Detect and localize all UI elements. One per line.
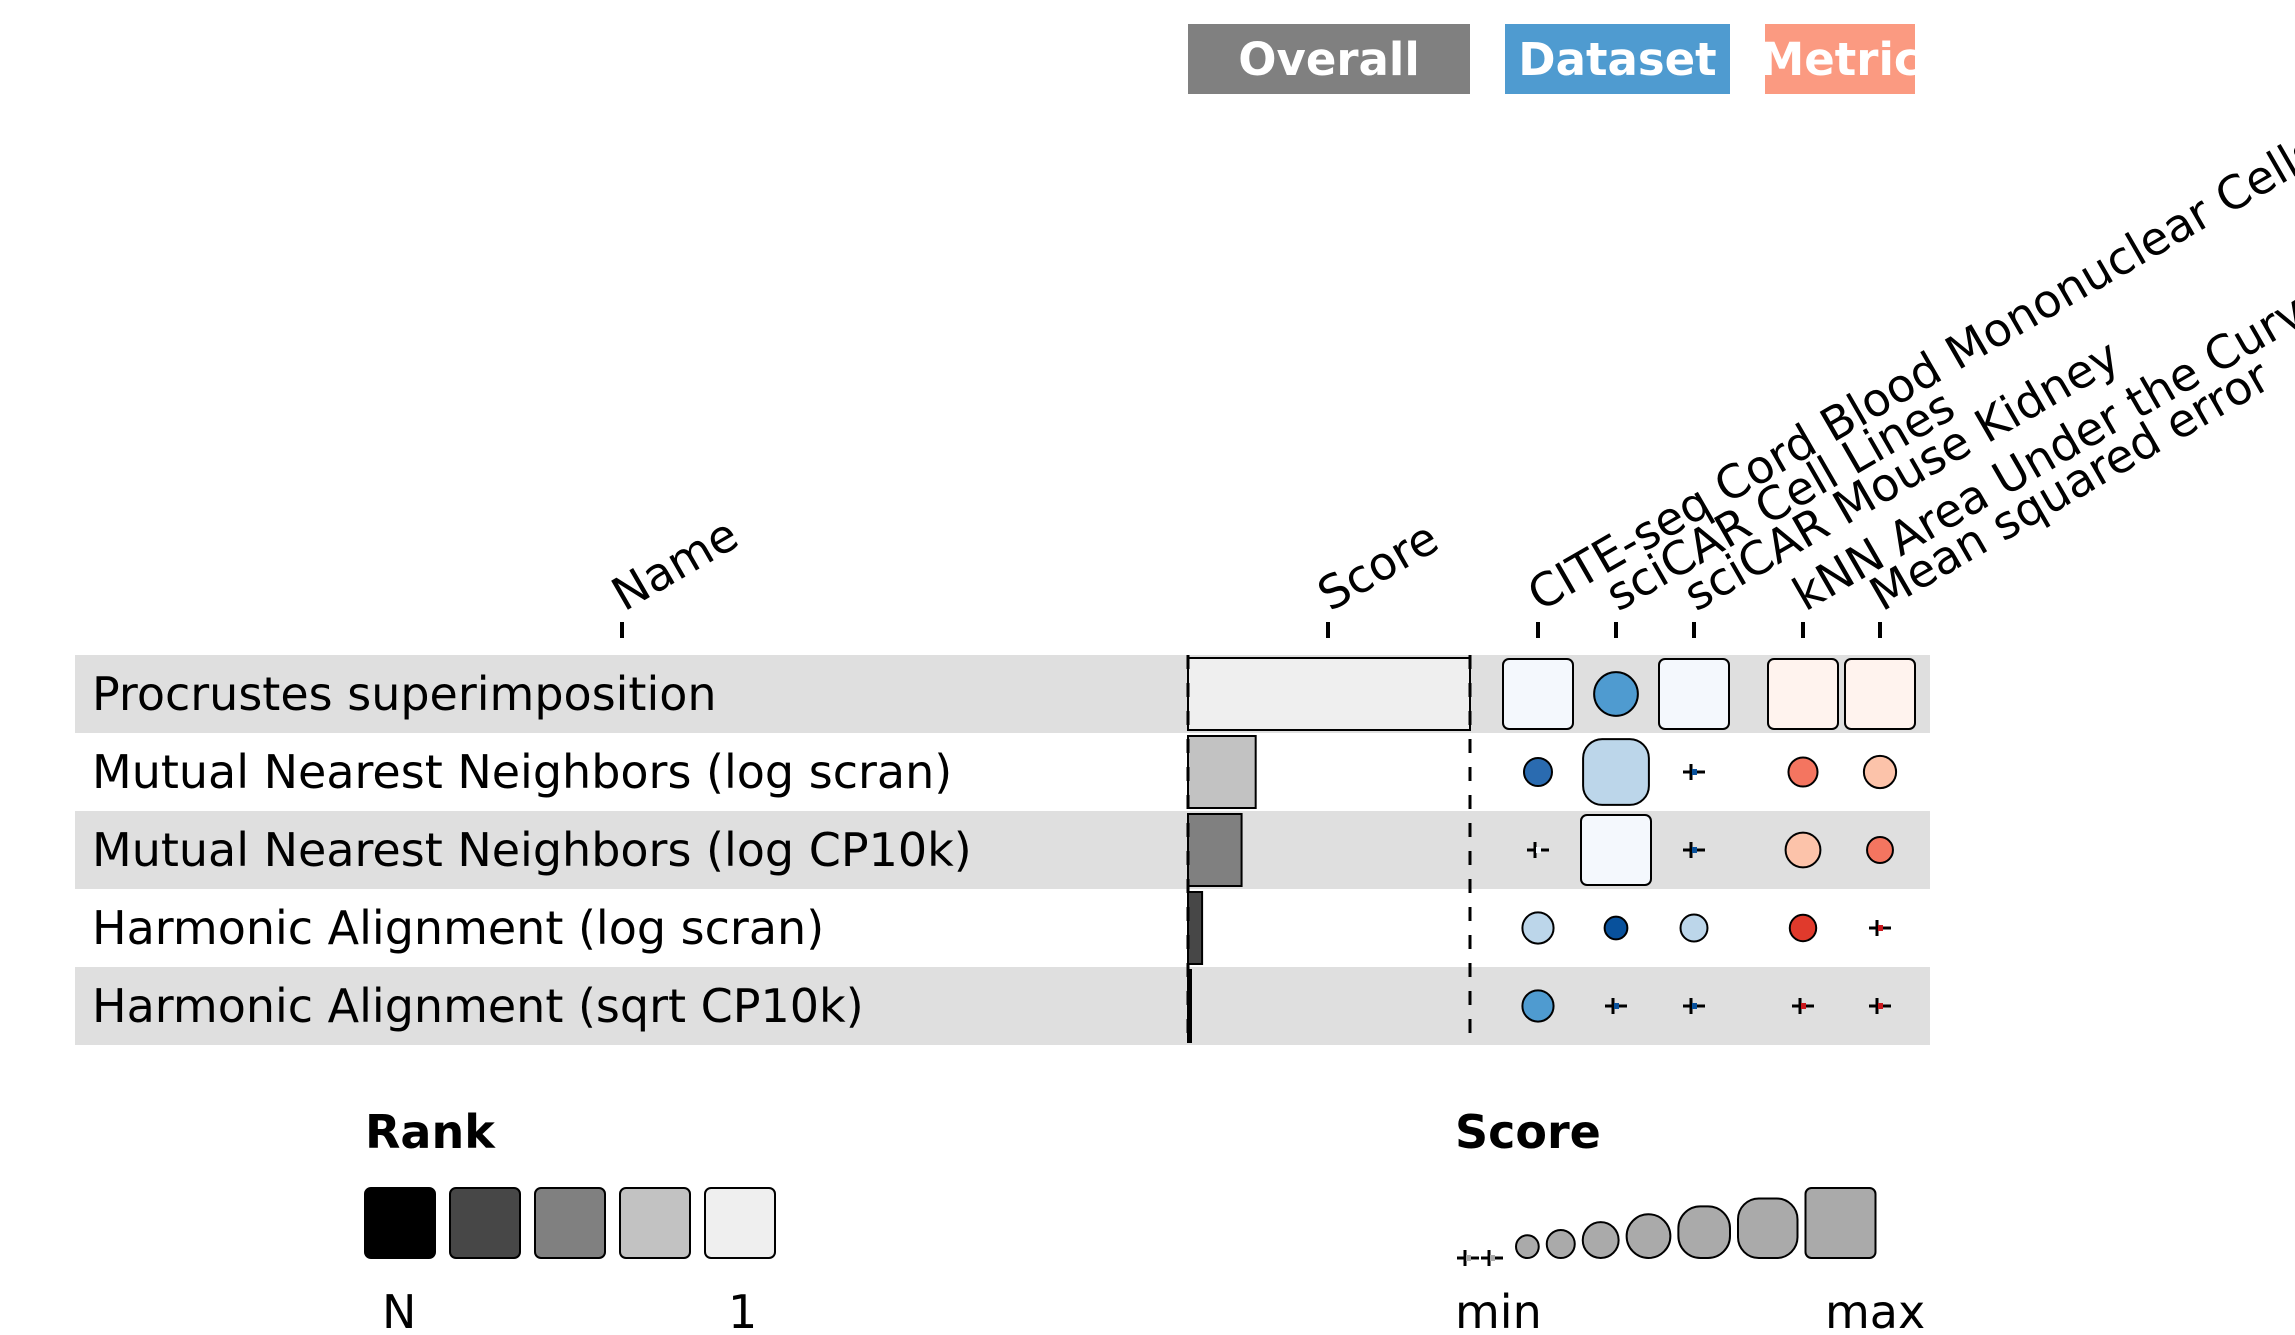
- rank-legend-swatch: [449, 1187, 521, 1259]
- score-bars: [1186, 655, 1472, 1045]
- rank-legend-swatch: [704, 1187, 776, 1259]
- cell-minimum-marker: [1792, 998, 1814, 1014]
- cell-shape: [1521, 911, 1555, 945]
- cell-minimum-marker: [1683, 998, 1705, 1014]
- column-header-score: Score: [1309, 510, 1448, 638]
- cell-shape: [1593, 671, 1639, 717]
- cell-shape: [1862, 754, 1898, 790]
- category-header-box: [1765, 24, 1915, 94]
- category-header-label: Metric: [1759, 33, 1920, 86]
- cell-shape: [1625, 1213, 1672, 1259]
- cell-minimum-marker: [1869, 998, 1891, 1014]
- cell-shape: [1679, 913, 1709, 943]
- row-label: Mutual Nearest Neighbors (log CP10k): [92, 823, 972, 877]
- cell-shape: [1582, 738, 1650, 806]
- cell-shape: [1788, 913, 1818, 943]
- cell-shape: [1784, 831, 1822, 869]
- row-labels: Procrustes superimposition Mutual Nearest…: [92, 667, 972, 1033]
- score-bar: [1187, 891, 1204, 965]
- rank-legend-swatch: [534, 1187, 606, 1259]
- cell-shape: [1580, 814, 1652, 886]
- category-header-overall: Overall: [1188, 24, 1470, 94]
- column-header-name: Name: [603, 507, 748, 638]
- cell-minimum-marker: [1527, 842, 1549, 858]
- score-legend-title: Score: [1455, 1105, 1601, 1159]
- row-label: Harmonic Alignment (sqrt CP10k): [92, 979, 864, 1033]
- cell-shape: [1767, 658, 1839, 730]
- cell-shape: [1515, 1234, 1540, 1259]
- category-header-dataset: Dataset: [1505, 24, 1730, 94]
- score-bar: [1187, 735, 1257, 809]
- metric-cells: [1502, 658, 1916, 1023]
- cell-minimum-marker: [1683, 764, 1705, 780]
- score-bar: [1187, 813, 1243, 887]
- category-header-label: Overall: [1238, 33, 1420, 86]
- rank-legend-swatches: [364, 1187, 776, 1259]
- cell-shape: [1804, 1187, 1877, 1259]
- category-header-box: [1188, 24, 1470, 94]
- rank-legend-low-label: N: [382, 1285, 416, 1335]
- column-header-label: Name: [603, 507, 748, 622]
- row-label: Harmonic Alignment (log scran): [92, 901, 824, 955]
- rank-legend: Rank N 1: [364, 1105, 776, 1335]
- cell-shape: [1523, 757, 1553, 787]
- cell-shape: [1866, 836, 1894, 864]
- cell-shape: [1737, 1197, 1799, 1259]
- cell-shape: [1677, 1205, 1731, 1259]
- category-header-label: Dataset: [1518, 33, 1716, 86]
- score-bar: [1187, 657, 1471, 731]
- category-headers: Overall Dataset Metric: [1188, 24, 1920, 94]
- rank-legend-title: Rank: [365, 1105, 496, 1159]
- score-legend-high-label: max: [1825, 1285, 1925, 1335]
- category-header-box: [1505, 24, 1730, 94]
- cell-shape: [1521, 989, 1555, 1023]
- cell-shape: [1545, 1229, 1576, 1259]
- cell-minimum-marker: [1683, 842, 1705, 858]
- score-legend: Score min max: [1455, 1105, 1925, 1335]
- row-label: Procrustes superimposition: [92, 667, 717, 721]
- cell-shape: [1502, 658, 1574, 730]
- row-label: Mutual Nearest Neighbors (log scran): [92, 745, 952, 799]
- cell-shape: [1658, 658, 1730, 730]
- rank-legend-high-label: 1: [728, 1285, 757, 1335]
- cell-shape: [1603, 915, 1629, 941]
- cell-minimum-marker: [1457, 1250, 1479, 1266]
- score-legend-low-label: min: [1455, 1285, 1542, 1335]
- category-header-metric: Metric: [1759, 24, 1920, 94]
- cell-minimum-marker: [1605, 998, 1627, 1014]
- rank-legend-swatch: [364, 1187, 436, 1259]
- score-legend-swatches: [1457, 1187, 1877, 1266]
- cell-shape: [1844, 658, 1916, 730]
- cell-shape: [1787, 756, 1819, 788]
- cell-shape: [1581, 1221, 1620, 1259]
- cell-minimum-marker: [1869, 920, 1891, 936]
- rank-legend-swatch: [619, 1187, 691, 1259]
- cell-minimum-marker: [1481, 1250, 1503, 1266]
- column-header-label: Score: [1309, 510, 1448, 621]
- column-headers: Name Score CITE-seq Cord Blood Mononuclear…: [603, 123, 2295, 638]
